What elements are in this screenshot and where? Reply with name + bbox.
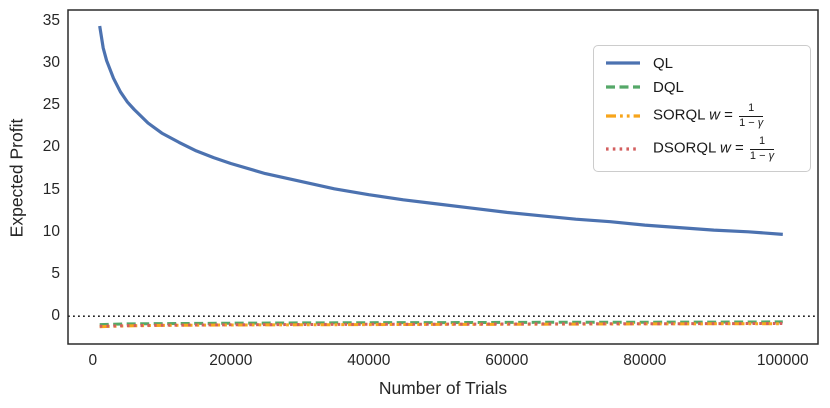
- y-tick-label: 15: [42, 180, 60, 198]
- y-axis-title: Expected Profit: [6, 118, 27, 238]
- x-tick-label: 60000: [485, 352, 529, 369]
- x-tick-label: 20000: [209, 352, 253, 369]
- x-tick-label: 0: [88, 352, 98, 369]
- plot-spines: [67, 9, 819, 345]
- legend-line-swatch-dql: [606, 85, 640, 89]
- legend-item-dql: DQL: [604, 79, 800, 96]
- series-line-dql: [99, 320, 783, 327]
- legend-line-swatch-sorql: [606, 114, 640, 118]
- series-line-dsorql: [99, 322, 783, 328]
- series-line-ql: [98, 25, 783, 236]
- x-tick-label: 80000: [623, 352, 667, 369]
- x-axis-title: Number of Trials: [378, 378, 508, 398]
- y-tick-label: 0: [51, 307, 60, 325]
- y-tick-label: 5: [51, 264, 60, 282]
- y-tick-label: 10: [42, 222, 60, 240]
- legend-label: DQL: [653, 78, 684, 96]
- y-tick-label: 35: [42, 11, 60, 29]
- legend-item-ql: QL: [604, 55, 800, 72]
- legend-label: QL: [653, 54, 674, 72]
- y-tick-label: 30: [42, 54, 60, 72]
- legend-line-swatch-dsorql: [606, 147, 640, 151]
- x-tick-label: 100000: [756, 352, 809, 369]
- y-tick-label: 20: [42, 138, 60, 156]
- y-tick-label: 25: [42, 96, 60, 114]
- x-tick-label: 40000: [347, 352, 391, 369]
- legend-line-swatch-ql: [606, 61, 640, 65]
